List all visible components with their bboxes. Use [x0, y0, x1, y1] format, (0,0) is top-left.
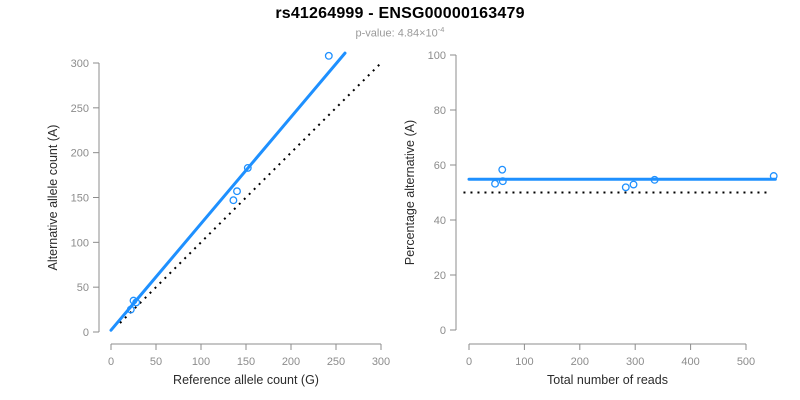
x-tick-label: 400	[681, 356, 699, 368]
data-point	[629, 180, 638, 189]
x-tick-label: 100	[515, 356, 533, 368]
x-tick-label: 500	[737, 356, 755, 368]
reference-dotted-line	[119, 62, 382, 324]
y-tick-label: 200	[71, 148, 89, 160]
x-tick-label: 300	[626, 356, 644, 368]
y-tick-label: 40	[434, 215, 446, 227]
y-tick-label: 100	[71, 237, 89, 249]
x-tick-label: 250	[327, 356, 345, 368]
p-value-exponent: -4	[437, 25, 445, 34]
y-tick-label: 100	[428, 50, 446, 62]
y-tick-label: 80	[434, 105, 446, 117]
y-axis-title: Percentage alternative (A)	[403, 120, 417, 265]
x-tick-label: 150	[237, 356, 255, 368]
y-tick-label: 150	[71, 193, 89, 205]
data-point	[324, 51, 333, 60]
y-tick-label: 250	[71, 103, 89, 115]
p-value-subtitle: p-value: 4.84×10-4	[0, 25, 800, 40]
x-tick-label: 0	[466, 356, 472, 368]
x-tick-label: 200	[571, 356, 589, 368]
y-axis-title: Alternative allele count (A)	[46, 125, 60, 271]
fit-line	[109, 51, 347, 332]
y-tick-label: 60	[434, 160, 446, 172]
data-point	[229, 196, 238, 205]
x-tick-label: 300	[372, 356, 390, 368]
data-point	[498, 177, 507, 186]
y-tick-label: 0	[440, 325, 446, 337]
data-point	[243, 163, 252, 172]
x-tick-label: 0	[108, 356, 114, 368]
x-axis-title: Reference allele count (G)	[173, 373, 319, 387]
data-point	[621, 183, 630, 192]
x-tick-label: 200	[282, 356, 300, 368]
data-point	[233, 187, 241, 196]
p-value-text: p-value: 4.84×10	[355, 27, 438, 40]
y-tick-label: 0	[83, 327, 89, 339]
data-point	[132, 298, 141, 307]
x-tick-label: 100	[192, 356, 210, 368]
y-tick-label: 50	[77, 282, 89, 294]
x-axis-title: Total number of reads	[547, 373, 668, 387]
data-point	[126, 305, 135, 314]
data-point	[491, 179, 499, 188]
data-point	[650, 175, 659, 184]
x-tick-label: 50	[150, 356, 162, 368]
data-point	[498, 165, 507, 174]
data-point	[769, 172, 778, 180]
y-tick-label: 300	[71, 58, 89, 70]
chart-title: rs41264999 - ENSG00000163479	[275, 5, 525, 22]
y-tick-label: 20	[434, 270, 446, 282]
